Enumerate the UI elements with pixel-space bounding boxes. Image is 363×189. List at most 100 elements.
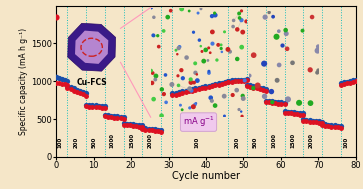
Point <box>83 94 89 97</box>
Point <box>307 119 313 122</box>
Point <box>180 77 186 80</box>
Point <box>282 103 287 106</box>
Point <box>130 123 136 126</box>
Text: 1500: 1500 <box>129 133 134 148</box>
Point <box>56 82 62 85</box>
Point <box>301 112 306 115</box>
Point <box>285 112 291 115</box>
Point <box>199 85 205 88</box>
Text: 100: 100 <box>344 136 349 148</box>
Point <box>350 81 356 84</box>
Point <box>155 128 161 131</box>
Point <box>206 46 212 49</box>
Point <box>62 83 68 86</box>
Point <box>262 16 268 19</box>
Point <box>74 90 80 93</box>
Point <box>212 14 218 17</box>
Point <box>68 86 74 89</box>
Point <box>244 79 250 82</box>
Point <box>248 85 253 88</box>
Point <box>199 50 205 53</box>
Point <box>219 81 225 84</box>
Point <box>254 87 260 90</box>
Point <box>65 84 70 87</box>
Point <box>353 80 359 83</box>
Point <box>238 9 244 12</box>
Point <box>192 88 198 91</box>
Point <box>191 105 196 108</box>
Point <box>241 78 247 81</box>
Point <box>186 90 192 93</box>
Point <box>301 118 306 121</box>
Point <box>269 101 275 104</box>
Point <box>159 114 164 117</box>
Point <box>236 12 242 15</box>
Point <box>219 82 225 85</box>
Point <box>199 87 205 90</box>
Point <box>230 25 236 28</box>
Point <box>59 82 65 85</box>
Point <box>146 129 151 132</box>
Point <box>266 99 272 102</box>
Point <box>307 102 313 105</box>
Point <box>270 15 276 18</box>
Point <box>282 110 287 113</box>
Point <box>127 122 133 125</box>
Point <box>170 92 175 95</box>
Point <box>290 61 295 64</box>
Point <box>133 123 139 126</box>
Point <box>303 120 309 123</box>
Text: 2000: 2000 <box>148 133 153 148</box>
Point <box>291 112 297 115</box>
Point <box>136 125 142 128</box>
Point <box>240 31 246 34</box>
Point <box>175 74 181 77</box>
Point <box>80 91 86 94</box>
Point <box>244 85 250 88</box>
Point <box>86 105 92 108</box>
Point <box>118 115 123 118</box>
Point <box>53 76 59 79</box>
Point <box>96 106 102 109</box>
Point <box>236 108 242 111</box>
Point <box>257 86 262 89</box>
Point <box>159 88 165 91</box>
Point <box>261 62 267 65</box>
Point <box>338 82 344 85</box>
Point <box>282 111 287 114</box>
Polygon shape <box>75 31 108 64</box>
Point <box>209 15 215 18</box>
Point <box>150 34 156 37</box>
Point <box>183 89 188 92</box>
Point <box>168 9 174 12</box>
Point <box>278 102 284 105</box>
Point <box>260 88 266 91</box>
Point <box>276 102 281 105</box>
Point <box>209 83 215 86</box>
Point <box>341 82 347 85</box>
Point <box>235 78 241 81</box>
Point <box>319 122 325 125</box>
Point <box>208 96 214 99</box>
Point <box>93 104 98 107</box>
Point <box>288 112 294 115</box>
Point <box>240 97 246 100</box>
Point <box>332 124 338 127</box>
Point <box>310 119 315 122</box>
Point <box>329 124 334 127</box>
Point <box>214 59 220 62</box>
Point <box>238 19 244 22</box>
Text: mA g$^{-1}$: mA g$^{-1}$ <box>183 115 215 129</box>
Text: 2000: 2000 <box>309 133 314 148</box>
Point <box>263 99 269 102</box>
Point <box>146 127 151 130</box>
Point <box>231 19 237 22</box>
Point <box>251 54 257 57</box>
Point <box>149 127 155 130</box>
Point <box>196 39 202 42</box>
Point <box>196 88 201 91</box>
Point <box>225 79 231 82</box>
Text: 1000: 1000 <box>272 133 277 148</box>
Point <box>139 125 145 129</box>
Point <box>254 85 260 88</box>
